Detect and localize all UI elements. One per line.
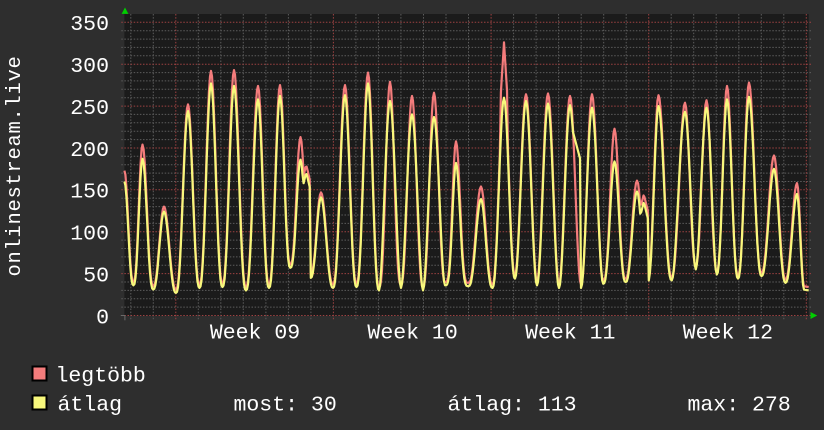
svg-text:átlag: 113: átlag: 113	[448, 393, 577, 417]
svg-text:onlinestream.live: onlinestream.live	[4, 55, 27, 276]
svg-text:most: 30: most: 30	[234, 393, 337, 417]
svg-text:0: 0	[96, 306, 109, 330]
svg-text:max: 278: max: 278	[688, 393, 791, 417]
svg-text:350: 350	[70, 13, 109, 37]
svg-text:200: 200	[70, 139, 109, 163]
svg-text:50: 50	[83, 264, 109, 288]
svg-text:Week 09: Week 09	[210, 322, 300, 346]
svg-text:150: 150	[70, 181, 109, 205]
svg-text:300: 300	[70, 55, 109, 79]
svg-text:átlag: átlag	[58, 393, 123, 417]
svg-text:Week 11: Week 11	[525, 322, 615, 346]
svg-text:Week 12: Week 12	[683, 322, 773, 346]
svg-text:250: 250	[70, 97, 109, 121]
svg-text:Week 10: Week 10	[367, 322, 457, 346]
svg-text:legtöbb: legtöbb	[56, 364, 146, 388]
svg-text:100: 100	[70, 223, 109, 247]
